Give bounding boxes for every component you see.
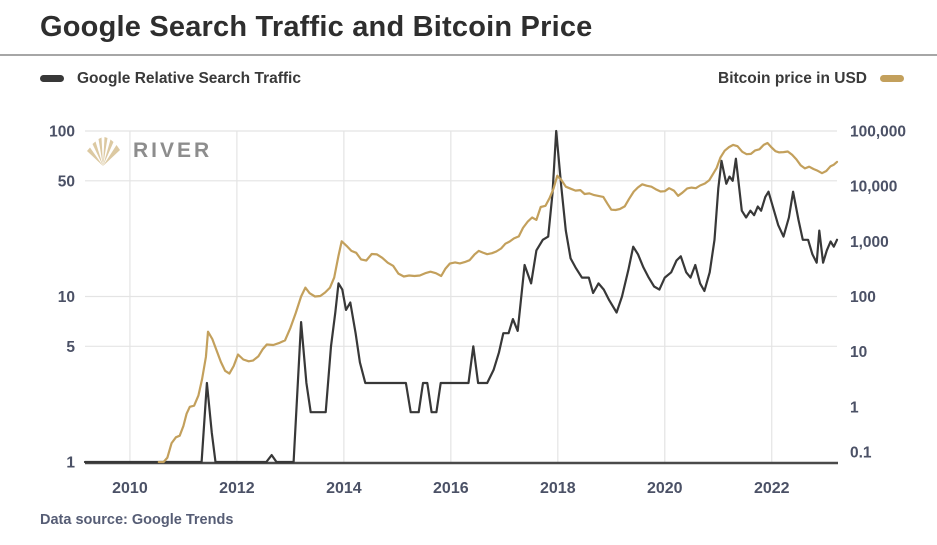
x-axis-tick-label: 2016 (433, 480, 469, 497)
left-axis-tick-label: 10 (58, 289, 75, 306)
legend-item-search: Google Relative Search Traffic (40, 70, 301, 87)
search-series-swatch (40, 75, 64, 82)
x-axis-tick-label: 2014 (326, 480, 362, 497)
bitcoin-series-swatch (880, 75, 904, 82)
series-line-search (83, 129, 839, 464)
river-logo-text: RIVER (133, 139, 213, 162)
left-axis-tick-label: 1 (66, 455, 75, 472)
right-axis-tick-label: 10 (850, 344, 867, 361)
x-axis-tick-label: 2020 (647, 480, 683, 497)
legend-label-search: Google Relative Search Traffic (77, 69, 301, 87)
x-axis-tick-label: 2022 (754, 480, 790, 497)
left-axis-tick-label: 100 (49, 124, 75, 141)
left-axis-tick-label: 5 (66, 339, 75, 356)
right-axis-tick-label: 10,000 (850, 179, 897, 196)
page-title: Google Search Traffic and Bitcoin Price (40, 11, 593, 43)
river-logo: RIVER (86, 135, 212, 167)
right-axis-tick-label: 1 (850, 399, 859, 416)
left-axis-tick-label: 50 (58, 173, 75, 190)
series-line-bitcoin (157, 141, 839, 464)
right-axis-tick-label: 100 (850, 289, 876, 306)
x-axis-tick-label: 2018 (540, 480, 576, 497)
title-divider (0, 54, 937, 56)
x-axis-tick-label: 2012 (219, 480, 255, 497)
legend-item-bitcoin: Bitcoin price in USD (718, 70, 904, 87)
x-axis-tick-label: 2010 (112, 480, 148, 497)
data-source-note: Data source: Google Trends (40, 512, 234, 528)
legend-label-bitcoin: Bitcoin price in USD (718, 69, 867, 87)
right-axis-tick-label: 100,000 (850, 124, 906, 141)
right-axis-tick-label: 1,000 (850, 234, 889, 251)
right-axis-tick-label: 0.1 (850, 445, 872, 462)
river-logo-icon (87, 137, 120, 166)
